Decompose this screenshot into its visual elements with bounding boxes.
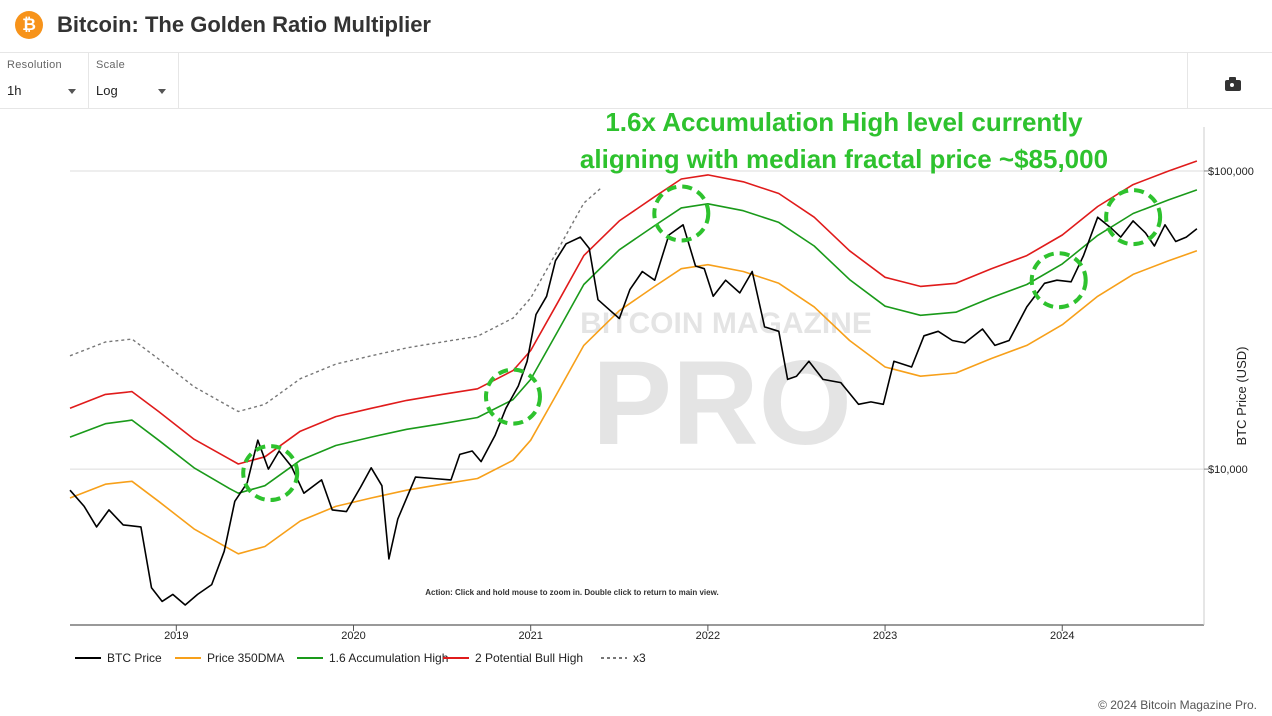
x-tick-label: 2021 bbox=[518, 630, 542, 642]
page-title: Bitcoin: The Golden Ratio Multiplier bbox=[57, 12, 431, 37]
resolution-value: 1h bbox=[7, 83, 22, 98]
copyright: © 2024 Bitcoin Magazine Pro. bbox=[1098, 698, 1257, 712]
legend-label-price-350dma: Price 350DMA bbox=[207, 651, 284, 665]
chevron-down-icon bbox=[68, 89, 76, 94]
chart-toolbar: Resolution 1h Scale Log bbox=[0, 53, 1272, 109]
marker-2021-breakout bbox=[483, 367, 542, 426]
series-lines bbox=[69, 160, 1198, 606]
watermark-line2: PRO bbox=[592, 336, 852, 470]
marker-2019-peak bbox=[241, 444, 300, 503]
x-tick-label: 2020 bbox=[341, 630, 365, 642]
app-header: ₿ Bitcoin: The Golden Ratio Multiplier bbox=[0, 0, 1272, 53]
resolution-select[interactable]: Resolution 1h bbox=[0, 53, 89, 108]
marker-2024-top bbox=[1104, 188, 1163, 247]
zoom-hint: Action: Click and hold mouse to zoom in.… bbox=[425, 588, 719, 597]
x-tick-label: 2019 bbox=[164, 630, 188, 642]
y-tick-label: $100,000 bbox=[1208, 166, 1254, 178]
scale-select[interactable]: Scale Log bbox=[89, 53, 179, 108]
chevron-down-icon bbox=[158, 89, 166, 94]
legend-label-1-6-accumulation-high: 1.6 Accumulation High bbox=[329, 651, 448, 665]
series-1-6-accumulation-high-line bbox=[69, 189, 1198, 494]
x-tick-label: 2023 bbox=[873, 630, 897, 642]
circle-markers bbox=[241, 184, 1163, 503]
series-x3-line bbox=[69, 186, 603, 413]
series-price-350dma-line bbox=[69, 250, 1198, 555]
marker-2024-rise bbox=[1029, 251, 1088, 310]
watermark: BITCOIN MAGAZINE PRO bbox=[580, 307, 872, 470]
x-tick-label: 2024 bbox=[1050, 630, 1074, 642]
legend-label-btc-price: BTC Price bbox=[107, 651, 162, 665]
screenshot-button[interactable] bbox=[1187, 53, 1272, 108]
annotation: 1.6x Accumulation High level currently a… bbox=[580, 109, 1108, 174]
y-axis-label: BTC Price (USD) bbox=[1234, 347, 1249, 446]
golden-ratio-chart[interactable]: BITCOIN MAGAZINE PRO $10,000 $100,000 2019… bbox=[0, 109, 1272, 699]
watermark-line1: BITCOIN MAGAZINE bbox=[580, 307, 872, 340]
gridlines bbox=[70, 170, 1204, 470]
resolution-label: Resolution bbox=[7, 59, 62, 71]
axes: $10,000 $100,000 2019 2020 2021 2022 2023 2024 bbox=[70, 127, 1254, 642]
x-tick-label: 2022 bbox=[696, 630, 720, 642]
y-tick-label: $10,000 bbox=[1208, 464, 1248, 476]
camera-icon bbox=[1225, 77, 1241, 91]
scale-value: Log bbox=[96, 83, 118, 98]
series-2-potential-bull-high-line bbox=[69, 160, 1198, 465]
legend-label-x3: x3 bbox=[633, 651, 646, 665]
scale-label: Scale bbox=[96, 59, 126, 71]
legend: BTC Price Price 350DMA 1.6 Accumulation Hi… bbox=[75, 651, 646, 665]
legend-label-2-potential-bull-high: 2 Potential Bull High bbox=[475, 651, 583, 665]
series-btc-price-line bbox=[69, 216, 1198, 606]
marker-2021-top bbox=[652, 184, 711, 243]
annotation-line1: 1.6x Accumulation High level currently bbox=[605, 109, 1083, 137]
bitcoin-logo-icon: ₿ bbox=[15, 11, 43, 39]
annotation-line2: aligning with median fractal price ~$85,… bbox=[580, 144, 1108, 174]
